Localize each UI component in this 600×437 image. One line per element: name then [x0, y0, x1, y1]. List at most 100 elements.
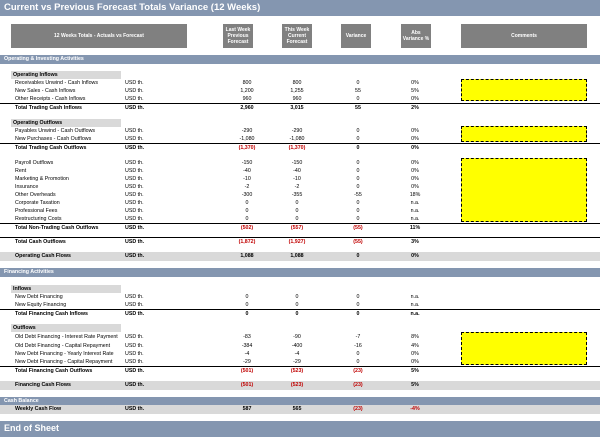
row-abs-variance: 0% — [411, 168, 419, 174]
row-prev: -1,080 — [239, 136, 255, 142]
row-variance: (55) — [353, 225, 363, 231]
row-label: Total Trading Cash Inflows — [15, 105, 82, 111]
row-prev: 0 — [245, 311, 249, 317]
table-row: Other Receipts - Cash Inflows USD th. 960 9… — [0, 95, 600, 103]
comment-box-non-trading[interactable] — [461, 158, 587, 222]
row-currency: USD th. — [125, 343, 144, 349]
header-comments: Comments — [461, 24, 587, 48]
row-variance: 0 — [356, 168, 360, 174]
row-variance: 0 — [356, 176, 360, 182]
row-abs-variance: 18% — [409, 192, 421, 198]
row-abs-variance: 5% — [411, 368, 419, 374]
row-currency: USD th. — [125, 168, 144, 174]
row-abs-variance: 0% — [411, 176, 419, 182]
row-label: Total Financing Cash Inflows — [15, 311, 88, 317]
row-label: New Debt Financing - Capital Repayment — [15, 359, 113, 365]
row-prev: -40 — [243, 168, 251, 174]
row-prev: -4 — [244, 351, 250, 357]
sheet-title-bar: Current vs Previous Forecast Totals Vari… — [0, 0, 600, 16]
total-row: Total Trading Cash Inflows USD th. 2,960 3,… — [0, 103, 600, 111]
row-abs-variance: n.a. — [410, 302, 420, 308]
total-row: Total Trading Cash Outflows USD th. (1,370… — [0, 143, 600, 151]
row-currency: USD th. — [125, 145, 145, 151]
row-prev: (501) — [240, 382, 254, 388]
row-curr: -355 — [291, 192, 303, 198]
financing-cash-flows-row: Financing Cash Flows USD th. (501) (523) (23… — [0, 381, 600, 390]
row-abs-variance: 4% — [411, 343, 419, 349]
row-currency: USD th. — [125, 80, 144, 86]
row-currency: USD th. — [125, 294, 144, 300]
row-label: Payables Unwind - Cash Outflows — [15, 128, 96, 134]
table-row: New Equity Financing USD th. 0 0 0 n.a. — [0, 301, 600, 309]
subheader-financing-outflows: Outflows — [11, 324, 121, 332]
row-curr: -150 — [291, 160, 303, 166]
row-label: Insurance — [15, 184, 39, 190]
weekly-cash-flow-row: Weekly Cash Flow USD th. 587 565 (23) -4% — [0, 405, 600, 414]
row-abs-variance: 3% — [411, 239, 419, 245]
row-variance: 0 — [356, 216, 360, 222]
row-currency: USD th. — [125, 302, 144, 308]
row-curr: -2 — [294, 184, 300, 190]
row-currency: USD th. — [125, 368, 145, 374]
row-label: New Debt Financing — [15, 294, 63, 300]
row-label: Marketing & Promotion — [15, 176, 69, 182]
row-variance: 0 — [356, 200, 360, 206]
row-variance: 0 — [356, 80, 360, 86]
row-prev: 587 — [242, 406, 252, 412]
table-row: Receivables Unwind - Cash Inflows USD th.… — [0, 79, 600, 87]
table-row: Payables Unwind - Cash Outflows USD th. -2… — [0, 127, 600, 135]
row-abs-variance: 0% — [411, 160, 419, 166]
row-label: New Purchases - Cash Outflows — [15, 136, 92, 142]
row-variance: -7 — [355, 334, 361, 340]
header-prev-forecast: Last Week Previous Forecast — [223, 24, 253, 48]
row-curr: 0 — [295, 208, 299, 214]
row-prev: 0 — [245, 200, 249, 206]
row-currency: USD th. — [125, 184, 144, 190]
table-row: Other Overheads USD th. -300 -355 -55 18% — [0, 191, 600, 199]
row-curr: -90 — [293, 334, 301, 340]
row-prev: 1,200 — [240, 88, 254, 94]
row-curr: 0 — [295, 216, 299, 222]
row-variance: 0 — [356, 351, 360, 357]
row-variance: 0 — [356, 136, 360, 142]
total-row: Total Non-Trading Cash Outflows USD th. (5… — [0, 223, 600, 231]
row-prev: 2,960 — [240, 105, 254, 111]
row-prev: 0 — [245, 216, 249, 222]
row-label: Other Receipts - Cash Inflows — [15, 96, 86, 102]
row-abs-variance: 0% — [411, 359, 419, 365]
row-variance: 0 — [356, 311, 360, 317]
row-abs-variance: n.a. — [410, 311, 420, 317]
row-currency: USD th. — [125, 176, 144, 182]
row-currency: USD th. — [125, 200, 144, 206]
sheet-title: Current vs Previous Forecast Totals Vari… — [4, 2, 261, 13]
row-label: Old Debt Financing - Interest Rate Payme… — [15, 334, 118, 340]
comment-box-trading-outflows[interactable] — [461, 126, 587, 142]
row-abs-variance: 0% — [411, 253, 419, 259]
header-comments-text: Comments — [511, 33, 537, 39]
row-currency: USD th. — [125, 128, 144, 134]
row-currency: USD th. — [125, 136, 144, 142]
row-variance: 55 — [355, 88, 361, 94]
section-financing-bar: Financing Activities — [0, 268, 600, 277]
row-curr: (523) — [290, 382, 304, 388]
total-row: Total Cash Outflows USD th. (1,872) (1,927)… — [0, 237, 600, 245]
row-label: Financing Cash Flows — [15, 382, 71, 388]
comment-box-inflows[interactable] — [461, 79, 587, 101]
table-row: Old Debt Financing - Capital Repayment US… — [0, 342, 600, 350]
table-row: New Debt Financing - Yearly Interest Rat… — [0, 350, 600, 358]
row-prev: 0 — [245, 208, 249, 214]
row-label: Receivables Unwind - Cash Inflows — [15, 80, 99, 86]
row-curr: -4 — [294, 351, 300, 357]
row-variance: (23) — [353, 406, 363, 412]
row-variance: 0 — [356, 184, 360, 190]
row-variance: 55 — [355, 105, 361, 111]
row-currency: USD th. — [125, 382, 145, 388]
row-prev: 0 — [245, 302, 249, 308]
section-cash-balance-bar: Cash Balance — [0, 397, 600, 405]
row-abs-variance: 0% — [411, 351, 419, 357]
end-of-sheet-bar: End of Sheet — [0, 421, 600, 437]
table-row: Marketing & Promotion USD th. -10 -10 0 0% — [0, 175, 600, 183]
row-abs-variance: n.a. — [410, 200, 420, 206]
comment-box-financing-outflows[interactable] — [461, 332, 587, 365]
row-label: Total Trading Cash Outflows — [15, 145, 87, 151]
